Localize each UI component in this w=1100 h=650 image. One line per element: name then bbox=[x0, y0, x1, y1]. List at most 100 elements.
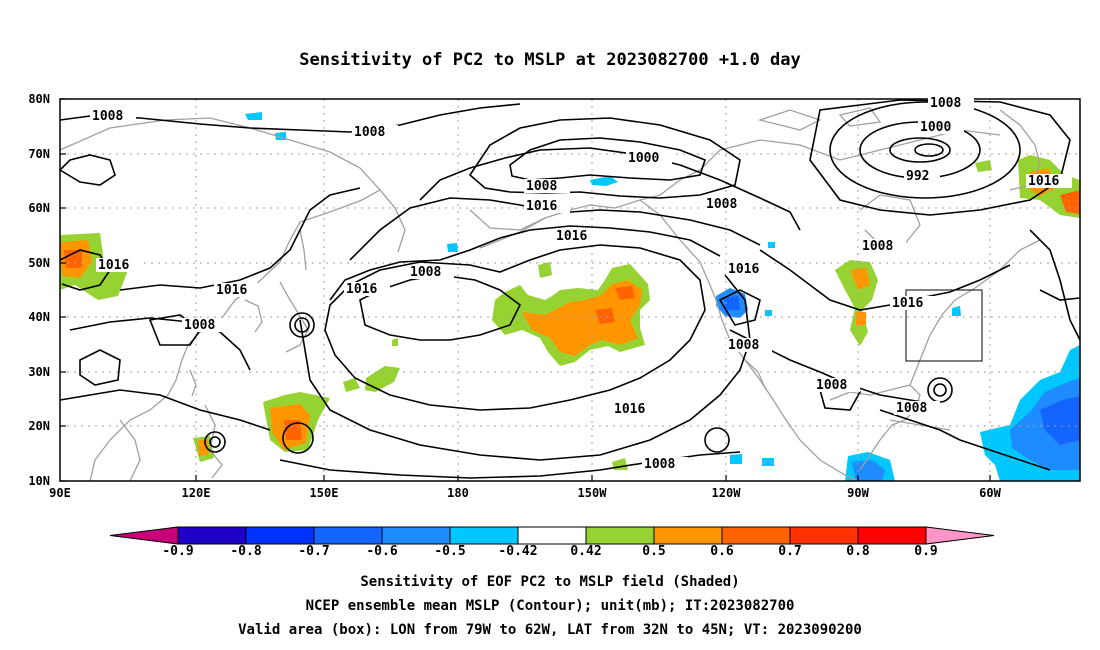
shade-dorange-nwp bbox=[284, 420, 302, 440]
contour-label: 1008 bbox=[184, 318, 215, 333]
contour-high-outer bbox=[324, 244, 706, 411]
contour-na-1016 bbox=[759, 249, 1011, 311]
shade-cyan-sm5 bbox=[762, 458, 774, 466]
lat-label-20n: 20N bbox=[28, 419, 50, 433]
contour-label: 1008 bbox=[930, 96, 961, 111]
shade-cyan-pac bbox=[447, 243, 458, 252]
contour-atl-low-1000 bbox=[859, 121, 981, 179]
contour-wp-loop2 bbox=[148, 314, 202, 346]
contour-high-center bbox=[359, 274, 522, 341]
contour-label: 1016 bbox=[346, 282, 377, 297]
contour-label: 1008 bbox=[644, 457, 675, 472]
contour-label: 1008 bbox=[92, 109, 123, 124]
shade-cyan-sm1 bbox=[768, 242, 775, 248]
shade-cyan-sm2 bbox=[765, 310, 772, 316]
colorbar-swatch bbox=[585, 526, 655, 545]
contour-atl-low-1008 bbox=[829, 101, 1021, 199]
contour-label: 1016 bbox=[98, 258, 129, 273]
colorbar-label: 0.9 bbox=[914, 544, 938, 559]
contour-atl-low-inner bbox=[914, 143, 944, 157]
contour-label: 1008 bbox=[816, 378, 847, 393]
shade-orange-phil bbox=[198, 440, 209, 456]
contour-carib-1008 bbox=[879, 409, 1051, 471]
contour-epac-loop bbox=[704, 427, 730, 453]
colorbar-label: 0.7 bbox=[778, 544, 802, 559]
contour-label: 1016 bbox=[1028, 174, 1059, 189]
coast-baja bbox=[744, 359, 767, 391]
coast-bc bbox=[639, 199, 717, 301]
colorbar-swatch bbox=[313, 526, 383, 545]
contour-ca-loop bbox=[718, 289, 761, 326]
shade-dorange-nep bbox=[615, 286, 635, 300]
contour-label: 1008 bbox=[728, 338, 759, 353]
contour-label: 1008 bbox=[862, 239, 893, 254]
contour-asia-loop1 bbox=[79, 349, 121, 386]
colorbar-label: 0.6 bbox=[710, 544, 734, 559]
shade-orange-nep bbox=[522, 280, 642, 356]
contour-nwp-low bbox=[282, 422, 314, 454]
shade-orange-gulf2 bbox=[856, 312, 866, 325]
colorbar-swatch bbox=[381, 526, 451, 545]
contour-label: 1016 bbox=[728, 262, 759, 277]
colorbar-label: -0.9 bbox=[162, 544, 194, 559]
shade-green-arctic bbox=[975, 160, 992, 172]
contour-labels: 1008 1008 1000 1008 1016 1008 1016 1008 … bbox=[90, 96, 1072, 472]
contour-atl-right2 bbox=[1039, 289, 1080, 301]
colorbar-swatch bbox=[789, 526, 859, 545]
shade-blue-epac bbox=[852, 460, 885, 481]
contour-atl-low2 bbox=[927, 377, 953, 403]
contour-label: 1016 bbox=[892, 296, 923, 311]
colorbar-swatch bbox=[721, 526, 791, 545]
lon-label-90e: 90E bbox=[49, 486, 71, 500]
lon-label-120e: 120E bbox=[181, 486, 211, 500]
lat-label-70n: 70N bbox=[28, 147, 50, 161]
shade-green-nep2 bbox=[538, 262, 552, 278]
lat-label-60n: 60N bbox=[28, 201, 50, 215]
contour-wp-1008 bbox=[60, 389, 271, 431]
contour-label: 992 bbox=[906, 169, 929, 184]
contour-asia-low bbox=[289, 312, 315, 338]
shade-orange-gulf bbox=[850, 268, 870, 290]
colorbar-swatches bbox=[109, 526, 995, 545]
colorbar-swatch bbox=[449, 526, 519, 545]
coast-alaska bbox=[469, 169, 701, 231]
lon-label-150e: 150E bbox=[309, 486, 339, 500]
axis-ticks bbox=[60, 98, 991, 482]
contour-atl-low-992 bbox=[889, 137, 951, 163]
contour-label: 1008 bbox=[354, 125, 385, 140]
shade-dorange-nep2 bbox=[595, 308, 615, 324]
lat-label-80n: 80N bbox=[28, 92, 50, 106]
lon-label-120w: 120W bbox=[711, 486, 741, 500]
shade-green-cp3 bbox=[392, 338, 398, 346]
colorbar-swatch bbox=[857, 526, 927, 545]
contour-label: 1008 bbox=[706, 197, 737, 212]
contour-phil-low bbox=[204, 431, 226, 453]
shade-green-cp1 bbox=[343, 378, 360, 392]
caption-line-1: Sensitivity of EOF PC2 to MSLP field (Sh… bbox=[360, 574, 740, 590]
coast-uswest bbox=[715, 299, 859, 481]
contour-label: 1008 bbox=[896, 401, 927, 416]
lon-label-60w: 60W bbox=[979, 486, 1001, 500]
contour-1016-pac bbox=[329, 225, 721, 301]
plot-frame bbox=[59, 98, 1081, 482]
colorbar-label: -0.42 bbox=[498, 544, 538, 559]
shade-green-cp2 bbox=[365, 366, 400, 392]
shade-dblue-carib bbox=[1040, 396, 1080, 445]
coast-taiwan bbox=[189, 369, 197, 397]
gridlines bbox=[60, 99, 1080, 481]
contour-label: 1000 bbox=[628, 151, 659, 166]
shade-cyan-sm3 bbox=[952, 306, 961, 316]
colorbar-swatch bbox=[653, 526, 723, 545]
contour-label: 1008 bbox=[410, 265, 441, 280]
shade-cyan-sm4 bbox=[730, 454, 742, 464]
colorbar-label: -0.7 bbox=[298, 544, 330, 559]
shade-dblue-cal bbox=[724, 296, 740, 310]
colorbar-label: -0.8 bbox=[230, 544, 262, 559]
shade-cyan-bering bbox=[590, 176, 618, 186]
contour-label: 1016 bbox=[526, 199, 557, 214]
caption-line-3: Valid area (box): LON from 79W to 62W, L… bbox=[238, 622, 862, 638]
plot-title: Sensitivity of PC2 to MSLP at 2023082700… bbox=[299, 50, 801, 70]
colorbar-swatch bbox=[517, 526, 587, 545]
colorbar-label: 0.8 bbox=[846, 544, 870, 559]
